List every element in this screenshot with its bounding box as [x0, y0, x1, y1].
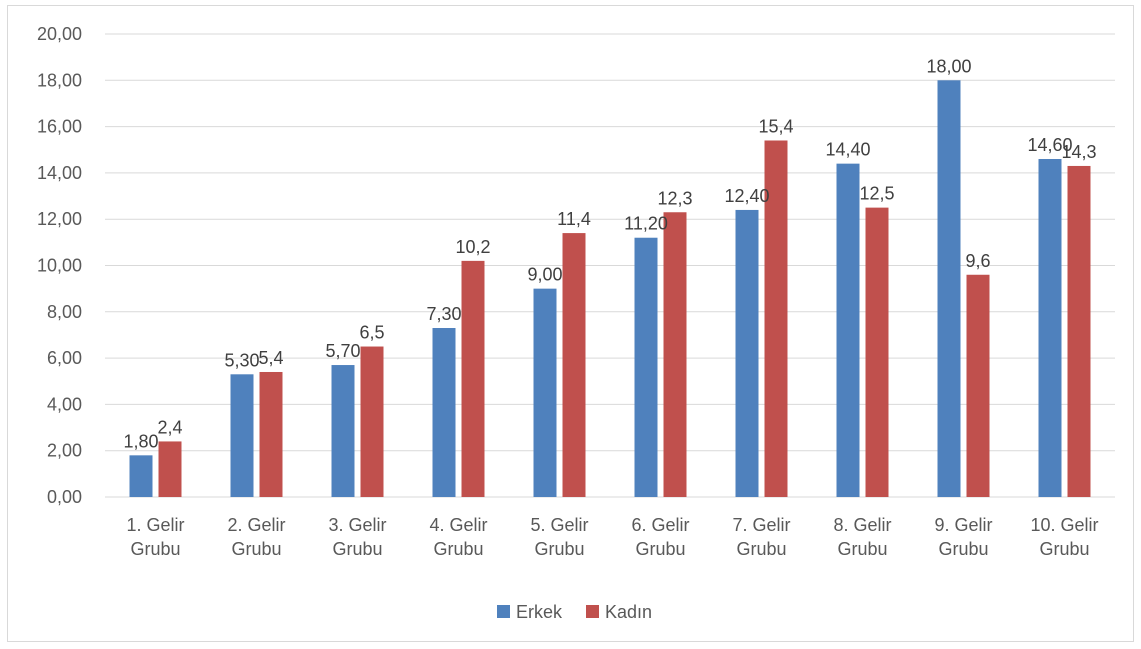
bars	[129, 80, 1091, 498]
data-label: 5,30	[224, 350, 259, 370]
legend: Erkek Kadın	[497, 602, 652, 622]
y-tick-label: 0,00	[47, 487, 82, 507]
bar-erkek	[432, 328, 456, 497]
data-label: 9,6	[965, 251, 990, 271]
y-tick-label: 4,00	[47, 394, 82, 414]
x-tick-label: 1. Gelir Grubu	[126, 515, 184, 559]
data-label: 11,4	[557, 209, 591, 229]
legend-label-erkek: Erkek	[516, 602, 563, 622]
legend-swatch-kadin	[586, 605, 599, 618]
bar-erkek	[937, 80, 961, 498]
bar-kadin	[158, 441, 182, 497]
bar-erkek	[634, 237, 658, 497]
y-tick-label: 8,00	[47, 302, 82, 322]
x-tick-label: 8. Gelir Grubu	[833, 515, 891, 559]
data-label: 18,00	[926, 56, 971, 76]
y-tick-label: 10,00	[37, 256, 82, 276]
data-label: 1,80	[123, 431, 158, 451]
y-tick-label: 20,00	[37, 24, 82, 44]
bar-erkek	[836, 163, 860, 497]
data-labels: 1,802,4 5,305,4 5,706,5 7,30 10,2 9,00 11,4 11,…	[123, 56, 1096, 451]
data-label: 14,60	[1027, 135, 1072, 155]
data-label: 12,3	[657, 188, 692, 208]
data-label: 10,2	[455, 237, 490, 257]
data-label: 14,40	[825, 140, 870, 160]
legend-label-kadin: Kadın	[605, 602, 652, 622]
data-label: 7,30	[426, 304, 461, 324]
data-label: 5,4	[258, 348, 283, 368]
bar-kadin	[663, 212, 687, 497]
bar-kadin	[966, 274, 990, 497]
y-tick-label: 16,00	[37, 117, 82, 137]
data-label: 2,4	[157, 417, 182, 437]
bar-erkek	[230, 374, 254, 497]
x-tick-label: 4. Gelir Grubu	[429, 515, 487, 559]
y-axis: 0,00 2,00 4,00 6,00 8,00 10,00 12,00 14,00 16,00…	[37, 24, 82, 507]
data-label: 9,00	[527, 265, 562, 285]
x-tick-label: 10. Gelir Grubu	[1030, 515, 1098, 559]
data-label: 15,4	[758, 116, 793, 136]
legend-swatch-erkek	[497, 605, 510, 618]
data-label: 14,3	[1061, 142, 1096, 162]
x-tick-label: 2. Gelir Grubu	[227, 515, 285, 559]
bar-erkek	[129, 455, 153, 497]
x-tick-label: 3. Gelir Grubu	[328, 515, 386, 559]
x-axis: 1. Gelir Grubu 2. Gelir Grubu 3. Gelir Grubu 4…	[126, 515, 1098, 559]
y-tick-label: 18,00	[37, 70, 82, 90]
bar-erkek	[735, 209, 759, 497]
bar-kadin	[1067, 165, 1091, 497]
bar-erkek	[1038, 159, 1062, 497]
data-label: 6,5	[359, 323, 384, 343]
x-tick-label: 6. Gelir Grubu	[631, 515, 689, 559]
x-tick-label: 5. Gelir Grubu	[530, 515, 588, 559]
bar-kadin	[764, 140, 788, 498]
gridlines	[105, 33, 1115, 498]
bar-erkek	[533, 288, 557, 497]
y-tick-label: 2,00	[47, 441, 82, 461]
x-tick-label: 7. Gelir Grubu	[732, 515, 790, 559]
bar-kadin	[360, 346, 384, 497]
data-label: 5,70	[325, 341, 360, 361]
data-label: 12,40	[724, 186, 769, 206]
bar-kadin	[259, 371, 283, 497]
x-tick-label: 9. Gelir Grubu	[934, 515, 992, 559]
y-tick-label: 6,00	[47, 348, 82, 368]
data-label: 11,20	[624, 214, 668, 234]
chart-frame	[7, 5, 1134, 642]
data-label: 12,5	[859, 184, 894, 204]
bar-kadin	[562, 233, 586, 497]
bar-erkek	[331, 365, 355, 497]
bar-kadin	[865, 207, 889, 497]
y-tick-label: 12,00	[37, 209, 82, 229]
y-tick-label: 14,00	[37, 163, 82, 183]
bar-kadin	[461, 260, 485, 497]
